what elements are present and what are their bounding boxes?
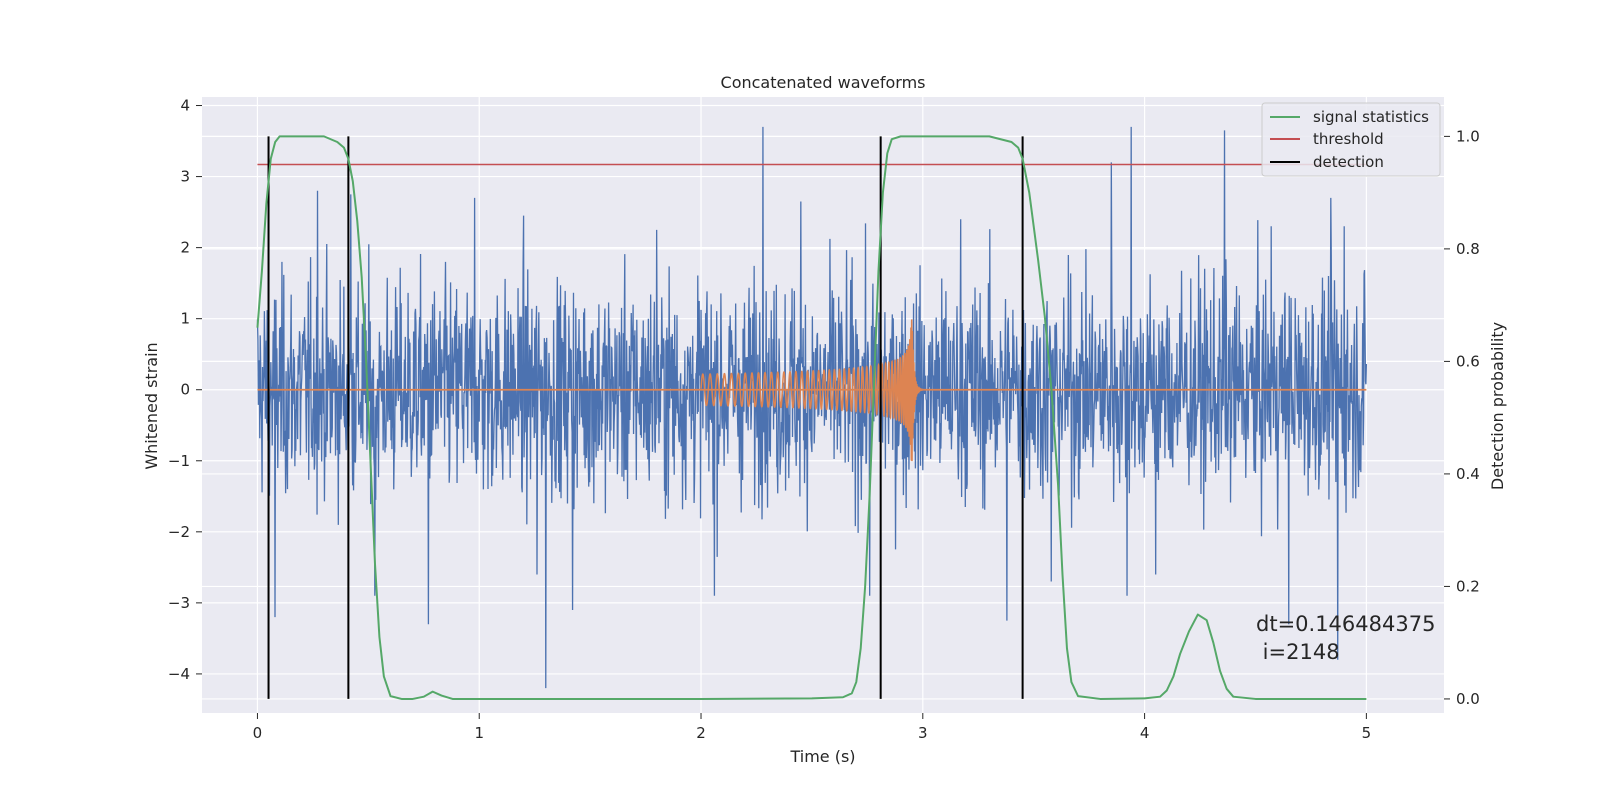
legend: signal statistics threshold detection bbox=[1261, 102, 1441, 177]
legend-label-signal-statistics: signal statistics bbox=[1313, 108, 1429, 126]
y-tick-label: 3 bbox=[180, 168, 190, 186]
x-axis-ticks: 0 1 2 3 4 5 bbox=[253, 713, 1371, 742]
y2-tick-label: 0.6 bbox=[1456, 352, 1480, 370]
x-axis-label: Time (s) bbox=[789, 747, 855, 766]
x-tick-label: 1 bbox=[474, 724, 484, 742]
y2-tick-label: 0.8 bbox=[1456, 240, 1480, 258]
signal-statistics-line bbox=[256, 135, 1367, 700]
chart-title: Concatenated waveforms bbox=[721, 73, 926, 92]
template-series bbox=[257, 319, 1367, 462]
y2-tick-label: 0.2 bbox=[1456, 577, 1480, 595]
y-axis-label: Whitened strain bbox=[142, 342, 161, 469]
detection-series bbox=[267, 136, 1024, 699]
x-tick-label: 4 bbox=[1140, 724, 1150, 742]
annotation-i: i=2148 bbox=[1256, 640, 1340, 664]
x-tick-label: 0 bbox=[253, 724, 263, 742]
y-tick-label: −3 bbox=[168, 594, 190, 612]
legend-box bbox=[1261, 102, 1441, 177]
y-tick-label: 0 bbox=[180, 381, 190, 399]
y-tick-label: −4 bbox=[168, 665, 190, 683]
y2-tick-label: 0.4 bbox=[1456, 465, 1480, 483]
y-tick-label: 4 bbox=[180, 97, 190, 115]
template-line bbox=[700, 319, 924, 462]
y-tick-label: 2 bbox=[180, 239, 190, 257]
legend-label-threshold: threshold bbox=[1313, 130, 1384, 148]
y2-tick-label: 0.0 bbox=[1456, 690, 1480, 708]
y2-axis-label: Detection probability bbox=[1488, 322, 1507, 490]
x-tick-label: 2 bbox=[696, 724, 706, 742]
strain-series bbox=[256, 126, 1368, 689]
y-axis-ticks: −4 −3 −2 −1 0 1 2 3 4 bbox=[168, 97, 202, 683]
y-tick-label: 1 bbox=[180, 310, 190, 328]
strain-line bbox=[256, 126, 1368, 689]
y2-axis-ticks: 0.0 0.2 0.4 0.6 0.8 1.0 bbox=[1444, 127, 1480, 708]
y-tick-label: −1 bbox=[168, 452, 190, 470]
signal-statistics-series bbox=[256, 135, 1367, 700]
x-tick-label: 3 bbox=[918, 724, 928, 742]
annotation-dt: dt=0.146484375 bbox=[1256, 612, 1435, 636]
legend-label-detection: detection bbox=[1313, 153, 1384, 171]
x-tick-label: 5 bbox=[1362, 724, 1372, 742]
grid bbox=[202, 97, 1444, 713]
y2-tick-label: 1.0 bbox=[1456, 127, 1480, 145]
y-tick-label: −2 bbox=[168, 523, 190, 541]
